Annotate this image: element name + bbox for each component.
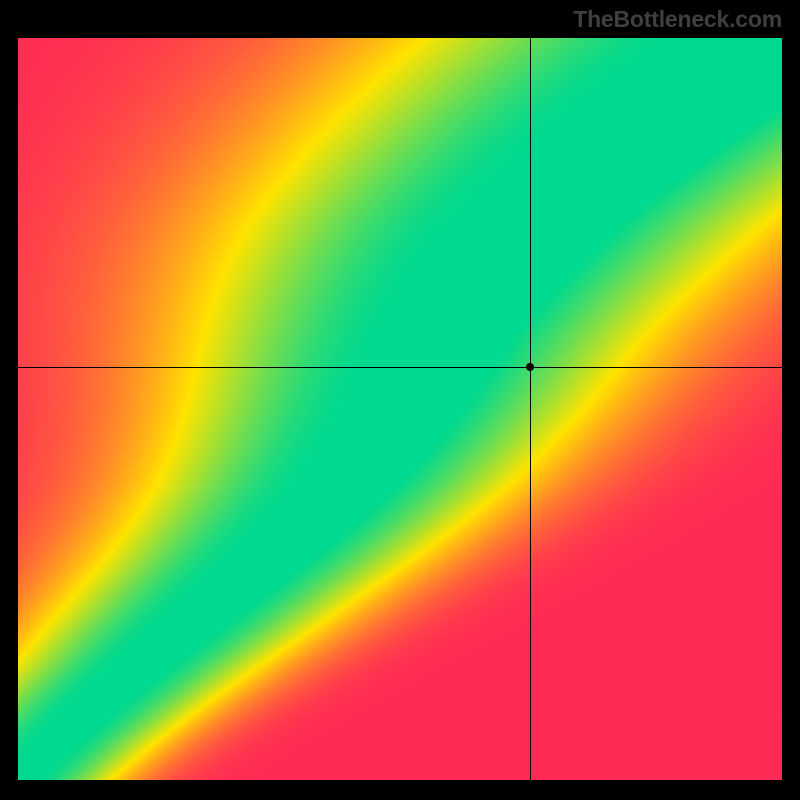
crosshair-horizontal [18,367,782,368]
heatmap-plot [18,38,782,780]
crosshair-vertical [530,38,531,780]
crosshair-marker [526,363,534,371]
watermark: TheBottleneck.com [573,6,782,33]
heatmap-canvas [18,38,782,780]
